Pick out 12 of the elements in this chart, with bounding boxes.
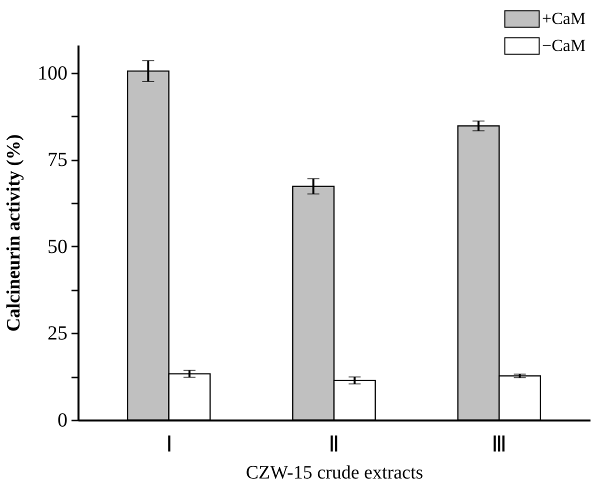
y-tick-label: 25 — [48, 322, 68, 345]
x-tick-label: Ⅰ — [166, 432, 172, 456]
x-tick-label: Ⅱ — [328, 432, 340, 456]
y-tick-label: 100 — [38, 62, 68, 84]
y-tick-label: 75 — [48, 149, 68, 172]
legend-label: +CaM — [542, 9, 586, 28]
y-tick-label: 0 — [58, 410, 68, 432]
y-axis-title: Calcineurin activity (%) — [4, 134, 24, 332]
x-axis-title: CZW-15 crude extracts — [246, 462, 424, 484]
y-tick-label: 50 — [48, 236, 68, 258]
legend-label: −CaM — [542, 36, 586, 55]
x-tick-label: Ⅲ — [492, 432, 507, 456]
